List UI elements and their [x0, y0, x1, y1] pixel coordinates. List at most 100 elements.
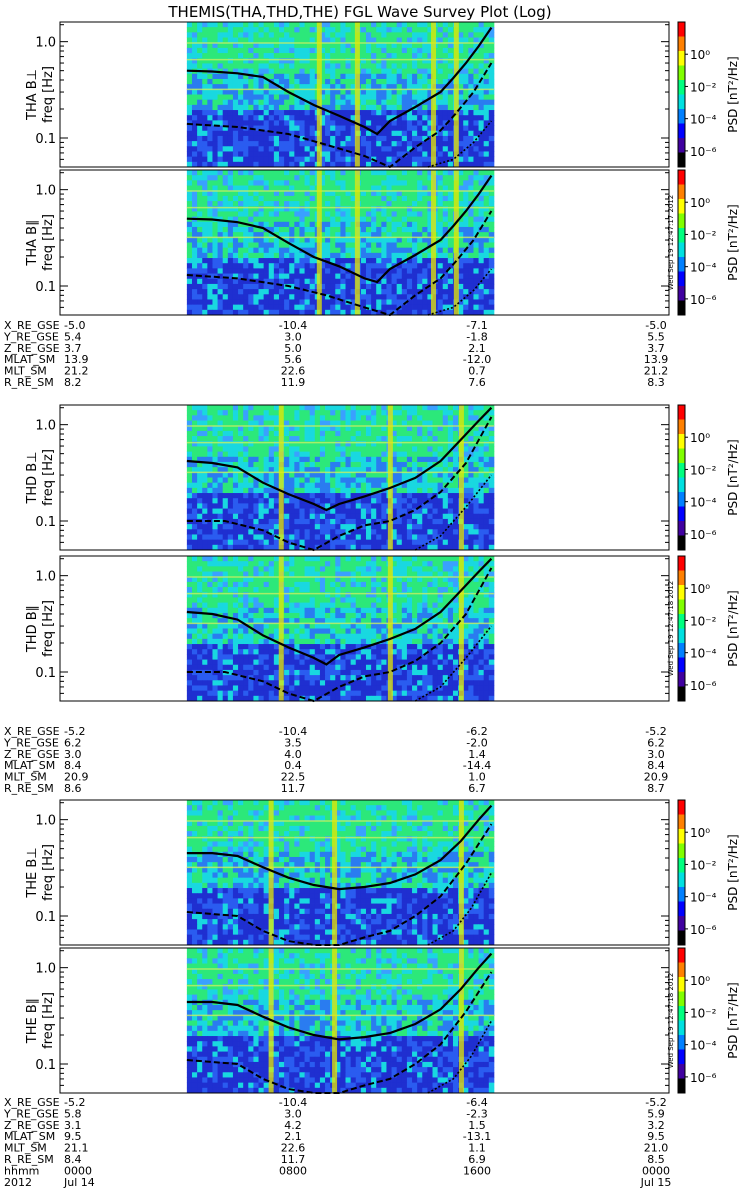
spectrogram-cell — [376, 151, 382, 158]
spectrogram-cell — [447, 263, 454, 269]
spectrogram-cell — [468, 410, 474, 416]
spectrogram-cell — [345, 37, 352, 44]
spectrogram-cell — [217, 94, 224, 101]
spectrogram-cell — [191, 487, 198, 494]
spectrogram-cell — [273, 258, 280, 264]
spectrogram-cell — [483, 22, 490, 28]
spectrogram-cell — [202, 446, 208, 453]
spectrogram-cell — [406, 482, 413, 489]
spectrogram-cell — [360, 477, 367, 484]
spectrogram-cell — [371, 242, 377, 249]
spectrogram-cell — [350, 53, 357, 59]
spectrogram-cell — [273, 294, 280, 300]
spectrogram-cell — [360, 487, 367, 494]
spectrogram-cell — [299, 63, 305, 70]
spectrogram-cell — [417, 226, 423, 233]
spectrogram-cell — [273, 190, 280, 197]
spectrogram-cell — [371, 120, 377, 126]
spectrogram-cell — [217, 120, 224, 126]
spectrogram-cell — [232, 252, 239, 259]
spectrogram-cell — [371, 89, 377, 95]
spectrogram-cell — [309, 482, 316, 489]
spectrogram-cell — [447, 273, 454, 280]
spectrogram-cell — [227, 221, 234, 228]
spectrogram-cell — [473, 115, 479, 121]
spectrogram-cell — [243, 68, 249, 75]
spectrogram-cell — [417, 180, 423, 186]
spectrogram-cell — [294, 299, 300, 306]
spectrogram-cell — [238, 120, 244, 126]
spectrogram-cell — [427, 115, 433, 121]
spectrogram-cell — [289, 487, 295, 494]
spectrogram-cell — [202, 125, 208, 132]
bright-band — [431, 170, 437, 315]
spectrogram-cell — [227, 73, 234, 80]
spectrogram-cell — [422, 135, 428, 142]
spectrogram-cell — [197, 58, 203, 64]
spectrogram-cell — [427, 37, 433, 44]
spectrogram-cell — [202, 415, 208, 421]
spectrogram-cell — [243, 503, 249, 509]
spectrogram-cell — [427, 84, 433, 90]
spectrogram-cell — [417, 461, 423, 468]
spectrogram-cell — [463, 529, 469, 535]
spectrogram-cell — [488, 47, 495, 54]
spectrogram-cell — [227, 78, 234, 85]
spectrogram-cell — [309, 420, 316, 427]
spectrogram-cell — [468, 161, 474, 168]
spectrogram-cell — [319, 216, 326, 223]
spectrogram-cell — [309, 405, 316, 411]
spectrogram-cell — [401, 135, 408, 142]
spectrogram-cell — [253, 252, 259, 259]
spectrogram-cell — [417, 37, 423, 44]
spectrogram-cell — [207, 441, 213, 447]
spectrogram-cell — [396, 53, 403, 59]
spectrogram-cell — [243, 487, 249, 494]
spectrogram-cell — [232, 309, 239, 316]
spectrogram-cell — [335, 89, 341, 95]
spectrogram-cell — [273, 130, 280, 137]
spectrogram-cell — [427, 518, 433, 525]
spectrogram-cell — [488, 268, 495, 274]
spectrogram-cell — [314, 518, 321, 525]
spectrogram-cell — [360, 94, 367, 101]
spectrogram-cell — [197, 441, 203, 447]
spectrogram-cell — [447, 258, 454, 264]
spectrogram-cell — [319, 461, 326, 468]
spectrogram-cell — [197, 141, 203, 147]
spectrogram-cell — [478, 498, 485, 504]
spectrogram-cell — [238, 170, 244, 176]
spectrogram-cell — [263, 441, 270, 447]
spectrogram-cell — [396, 115, 403, 121]
colorbar-segment — [678, 51, 685, 66]
spectrogram-cell — [268, 53, 275, 59]
spectrogram-cell — [422, 110, 428, 116]
spectrogram-cell — [238, 441, 244, 447]
spectrogram-cell — [422, 37, 428, 44]
spectrogram-cell — [284, 518, 290, 525]
spectrogram-cell — [371, 141, 377, 147]
spectrogram-cell — [319, 441, 326, 447]
spectrogram-cell — [340, 32, 346, 38]
spectrogram-cell — [417, 237, 423, 243]
spectrogram-cell — [273, 180, 280, 186]
spectrogram-cell — [381, 493, 387, 499]
spectrogram-cell — [340, 420, 346, 427]
spectrogram-cell — [330, 283, 336, 290]
spectrogram-cell — [253, 436, 259, 442]
spectrogram-cell — [258, 211, 265, 218]
spectrogram-cell — [422, 141, 428, 147]
spectrogram-cell — [463, 508, 469, 515]
spectrogram-cell — [212, 263, 218, 269]
spectrogram-cell — [350, 258, 357, 264]
spectrogram-cell — [417, 47, 423, 54]
spectrogram-cell — [263, 304, 270, 311]
spectrogram-cell — [304, 258, 311, 264]
spectrogram-cell — [309, 436, 316, 442]
spectrogram-cell — [278, 216, 285, 223]
spectrogram-cell — [458, 120, 464, 126]
spectrogram-cell — [458, 304, 464, 311]
spectrogram-cell — [381, 513, 387, 520]
spectrogram-cell — [309, 477, 316, 484]
spectrogram-cell — [217, 247, 224, 254]
